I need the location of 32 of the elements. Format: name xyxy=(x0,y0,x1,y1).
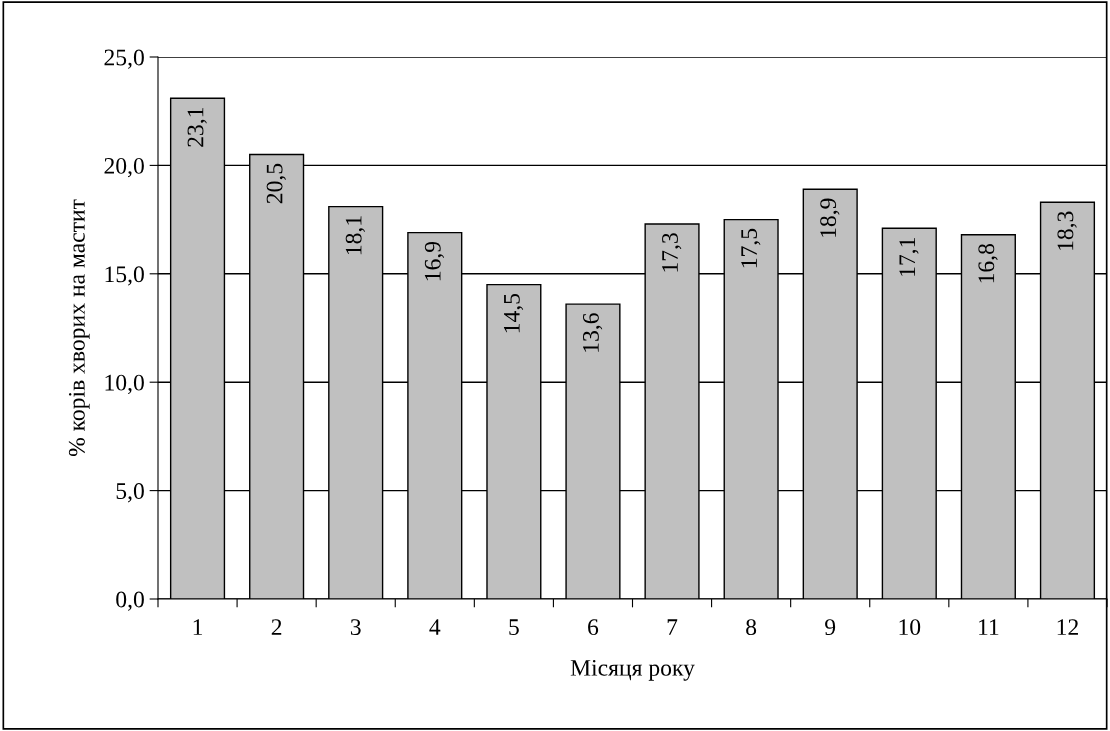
data-label: 17,1 xyxy=(899,238,919,276)
data-label: 18,1 xyxy=(345,216,366,255)
data-label: 16,9 xyxy=(424,241,445,281)
data-label: 18,9 xyxy=(820,198,840,237)
data-label: 17,5 xyxy=(741,228,761,268)
y-tick-label: 5,0 xyxy=(116,483,144,503)
data-label: 14,5 xyxy=(503,293,524,333)
x-tick-label: 8 xyxy=(746,619,757,636)
x-tick-label: 4 xyxy=(429,619,441,635)
data-label: 16,8 xyxy=(978,244,998,283)
y-tick-label: 20,0 xyxy=(104,157,144,178)
y-axis-title: % корів хворих на мастит xyxy=(68,199,90,457)
x-axis-title: Місяця року xyxy=(570,659,695,681)
data-label: 13,6 xyxy=(583,313,603,352)
data-label: 20,5 xyxy=(266,163,286,204)
x-tick-label: 5 xyxy=(509,619,519,636)
x-tick-label: 3 xyxy=(350,619,361,636)
data-label: 18,3 xyxy=(1057,211,1077,250)
data-label: 17,3 xyxy=(662,233,682,272)
x-tick-label: 11 xyxy=(979,619,999,635)
x-tick-label: 7 xyxy=(667,619,678,635)
x-tick-label: 2 xyxy=(271,619,282,635)
y-tick-label: 0,0 xyxy=(116,591,144,611)
y-tick-label: 15,0 xyxy=(105,266,144,286)
y-tick-label: 10,0 xyxy=(105,374,144,395)
y-tick-label: 25,0 xyxy=(104,49,144,69)
x-tick-label: 9 xyxy=(825,619,836,636)
x-tick-label: 6 xyxy=(588,619,599,636)
x-tick-label: 1 xyxy=(193,619,203,635)
x-tick-label: 12 xyxy=(1057,619,1078,635)
x-tick-label: 10 xyxy=(899,619,921,636)
data-label: 23,1 xyxy=(187,107,207,147)
